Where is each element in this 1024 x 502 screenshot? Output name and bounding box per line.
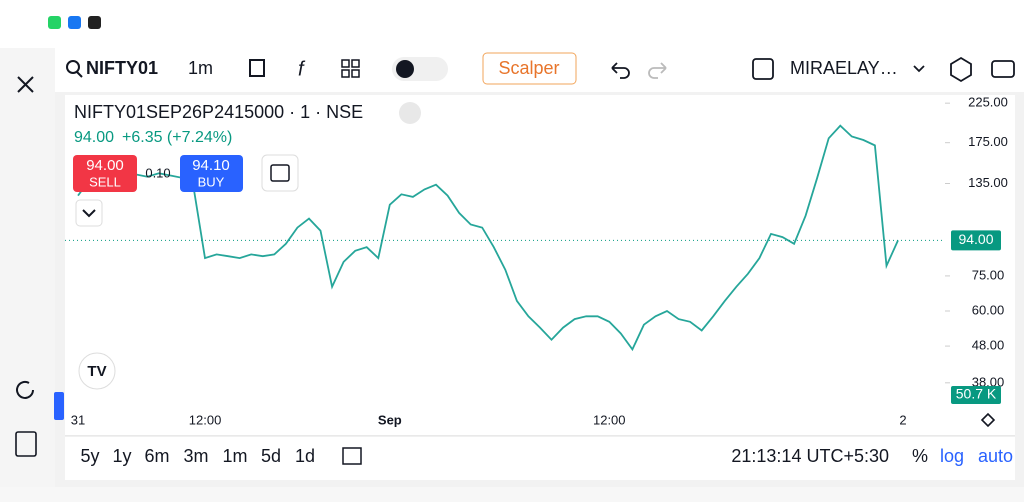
status-bar xyxy=(0,0,1024,48)
y-tick-label: 75.00 xyxy=(972,267,1005,282)
volume-tag xyxy=(951,386,1001,404)
interval[interactable]: 1m xyxy=(188,58,213,78)
legend-price: 94.00 xyxy=(74,129,114,146)
x-tick-label: 31 xyxy=(71,412,85,427)
layout-icon xyxy=(351,59,360,68)
close[interactable] xyxy=(17,76,34,93)
logo xyxy=(78,352,116,390)
range-button[interactable]: 1d xyxy=(295,446,315,466)
collapse-button[interactable] xyxy=(75,199,103,227)
checkbox[interactable] xyxy=(752,58,774,80)
symbol[interactable]: NIFTY01 xyxy=(86,58,158,78)
range-button[interactable]: 1y xyxy=(112,446,131,466)
legend-toggle[interactable] xyxy=(399,102,421,124)
buy-button[interactable] xyxy=(180,155,243,192)
search-icon[interactable] xyxy=(66,60,80,74)
legend-title: NIFTY01SEP26P2415000 · 1 · NSE xyxy=(74,102,363,122)
snapshot[interactable] xyxy=(991,60,1015,78)
redo[interactable] xyxy=(648,62,667,79)
range-button[interactable]: 5d xyxy=(261,446,281,466)
range-button[interactable]: 5y xyxy=(80,446,99,466)
buy-price: 94.10 xyxy=(192,157,230,174)
log-toggle[interactable]: log xyxy=(940,446,964,466)
y-tick-label: 38.00 xyxy=(972,374,1005,389)
settings[interactable] xyxy=(950,56,972,83)
clock: 21:13:14 UTC+5:30 xyxy=(731,446,889,466)
spread: 0.10 xyxy=(145,165,170,180)
trade-icon xyxy=(270,164,290,182)
collapse-icon xyxy=(82,209,96,218)
x-tick-label: Sep xyxy=(378,412,402,427)
indicators-icon[interactable]: f xyxy=(298,58,306,80)
auto-toggle[interactable]: auto xyxy=(978,446,1013,466)
range-button[interactable]: 6m xyxy=(144,446,169,466)
buy-label: BUY xyxy=(198,174,225,189)
x-tick-label: 12:00 xyxy=(593,412,626,427)
scalper-label: Scalper xyxy=(498,58,559,78)
account-dropdown[interactable] xyxy=(913,65,925,73)
panel-handle[interactable] xyxy=(54,392,64,420)
undo[interactable] xyxy=(611,62,630,79)
trade-button[interactable] xyxy=(261,154,299,192)
plot-area xyxy=(65,102,950,384)
date-range-icon[interactable] xyxy=(342,447,362,465)
account[interactable]: MIRAELAY… xyxy=(790,58,898,78)
side-panel xyxy=(0,48,55,488)
y-tick-label: 175.00 xyxy=(968,134,1008,149)
sell-button[interactable] xyxy=(73,155,137,192)
axis-settings[interactable] xyxy=(980,412,996,428)
status-icon xyxy=(68,16,81,29)
last-price-tag xyxy=(951,230,1001,251)
toggle-knob xyxy=(396,60,414,78)
y-tick-label: 60.00 xyxy=(972,302,1005,317)
x-tick-label: 2 xyxy=(899,412,906,427)
range-button[interactable]: 1m xyxy=(222,446,247,466)
sell-price: 94.00 xyxy=(86,157,124,174)
rotate-icon[interactable] xyxy=(15,431,37,457)
bottom-bar xyxy=(65,436,1015,480)
volume-label: 50.7 K xyxy=(956,386,997,402)
percent-toggle[interactable]: % xyxy=(912,446,928,466)
status-icon xyxy=(88,16,101,29)
search-icon xyxy=(76,71,83,78)
range-button[interactable]: 3m xyxy=(183,446,208,466)
y-tick-label: 135.00 xyxy=(968,175,1008,190)
legend-change: +6.35 (+7.24%) xyxy=(122,129,232,146)
last-price-label: 94.00 xyxy=(958,231,993,247)
range-buttons: 5y 1y 6m 3m 1m 5d 1d xyxy=(80,446,315,466)
sell-label: SELL xyxy=(89,174,121,189)
reload[interactable] xyxy=(16,380,34,399)
y-tick-label: 225.00 xyxy=(968,95,1008,110)
scalper-button[interactable] xyxy=(482,52,577,85)
layout-icon xyxy=(351,69,360,78)
x-tick-label: 12:00 xyxy=(189,412,222,427)
layout-icon xyxy=(341,69,350,78)
y-tick-label: 48.00 xyxy=(972,338,1005,353)
chart-panel xyxy=(65,95,1015,435)
nav-bar xyxy=(0,487,1024,502)
candles-icon[interactable] xyxy=(249,59,265,77)
status-icon xyxy=(48,16,61,29)
price-line xyxy=(77,124,899,352)
logo-text: TV xyxy=(87,363,106,380)
layout-icon[interactable] xyxy=(341,59,350,68)
